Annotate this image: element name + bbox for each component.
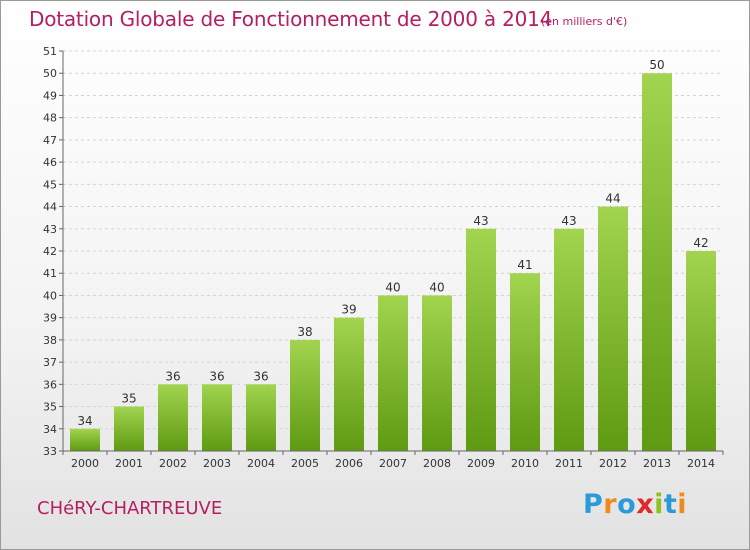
y-tick-label: 38 <box>43 334 57 347</box>
x-tick-label: 2010 <box>511 457 539 470</box>
x-tick-label: 2007 <box>379 457 407 470</box>
y-tick-label: 34 <box>43 423 57 436</box>
logo-letter: t <box>663 489 678 520</box>
x-tick-label: 2003 <box>203 457 231 470</box>
y-tick-label: 49 <box>43 89 57 102</box>
bar-value-label: 36 <box>253 369 268 383</box>
x-tick-label: 2009 <box>467 457 495 470</box>
x-axis: 2000 2001 2002 2003 2004 2005 2006 2007 2008 2009… <box>62 450 724 470</box>
x-tick-label: 2006 <box>335 457 363 470</box>
bar-value-label: 42 <box>693 236 708 250</box>
bar <box>334 317 364 451</box>
y-tick-label: 37 <box>43 356 57 369</box>
y-tick-label: 48 <box>43 112 57 125</box>
bar-value-label: 40 <box>429 280 444 294</box>
y-tick-label: 43 <box>43 223 57 236</box>
bar-value-label: 50 <box>649 58 664 72</box>
x-tick-label: 2013 <box>643 457 671 470</box>
bar-value-label: 40 <box>385 280 400 294</box>
bar <box>290 339 320 451</box>
bar <box>246 384 276 451</box>
bar <box>202 384 232 451</box>
bar <box>598 206 628 451</box>
bars: 34 35 36 36 36 38 39 40 40 43 41 43 44 50 42 <box>70 58 716 451</box>
x-tick-label: 2014 <box>687 457 715 470</box>
x-tick-label: 2000 <box>71 457 99 470</box>
bar-value-label: 39 <box>341 303 356 317</box>
bar-value-label: 36 <box>165 369 180 383</box>
y-tick-label: 42 <box>43 245 57 258</box>
bar <box>114 406 144 451</box>
bar <box>70 428 100 451</box>
x-tick-label: 2002 <box>159 457 187 470</box>
y-tick-label: 35 <box>43 401 57 414</box>
x-tick-label: 2012 <box>599 457 627 470</box>
logo-letter: o <box>617 489 637 520</box>
x-tick-label: 2001 <box>115 457 143 470</box>
y-tick-label: 46 <box>43 156 57 169</box>
bar-value-label: 43 <box>473 214 488 228</box>
bar <box>378 295 408 451</box>
y-tick-label: 44 <box>43 201 57 214</box>
bar <box>554 228 584 451</box>
y-tick-label: 50 <box>43 67 57 80</box>
y-tick-label: 41 <box>43 267 57 280</box>
logo-letter: i <box>677 489 688 520</box>
proxiti-logo[interactable]: Proxiti <box>583 489 687 520</box>
logo-letter: x <box>636 489 655 520</box>
bar <box>158 384 188 451</box>
x-tick-label: 2008 <box>423 457 451 470</box>
bar-value-label: 41 <box>517 258 532 272</box>
y-axis: 33 34 35 36 37 38 39 40 41 42 43 44 45 46 47 48 49 50 51 <box>43 45 64 458</box>
y-tick-label: 45 <box>43 178 57 191</box>
chart-title: Dotation Globale de Fonctionnement de 20… <box>29 7 553 31</box>
bar <box>686 251 716 451</box>
y-tick-label: 47 <box>43 134 57 147</box>
bar-value-label: 36 <box>209 369 224 383</box>
commune-name: CHéRY-CHARTREUVE <box>37 498 223 519</box>
bar <box>466 228 496 451</box>
logo-letter: r <box>603 489 618 520</box>
bar-value-label: 43 <box>561 214 576 228</box>
bar <box>510 273 540 451</box>
logo-letter: P <box>583 489 604 520</box>
x-tick-label: 2011 <box>555 457 583 470</box>
y-tick-label: 39 <box>43 312 57 325</box>
bar-value-label: 44 <box>605 192 620 206</box>
y-tick-label: 36 <box>43 378 57 391</box>
x-tick-label: 2004 <box>247 457 275 470</box>
bar <box>642 73 672 451</box>
bar-value-label: 35 <box>121 392 136 406</box>
y-tick-label: 33 <box>43 445 57 458</box>
x-tick-label: 2005 <box>291 457 319 470</box>
logo-letter: i <box>654 489 664 520</box>
y-tick-label: 51 <box>43 45 57 58</box>
bar-value-label: 38 <box>297 325 312 339</box>
y-tick-label: 40 <box>43 289 57 302</box>
bar <box>422 295 452 451</box>
bar-value-label: 34 <box>77 414 92 428</box>
chart-unit: (en milliers d'€) <box>541 15 628 28</box>
